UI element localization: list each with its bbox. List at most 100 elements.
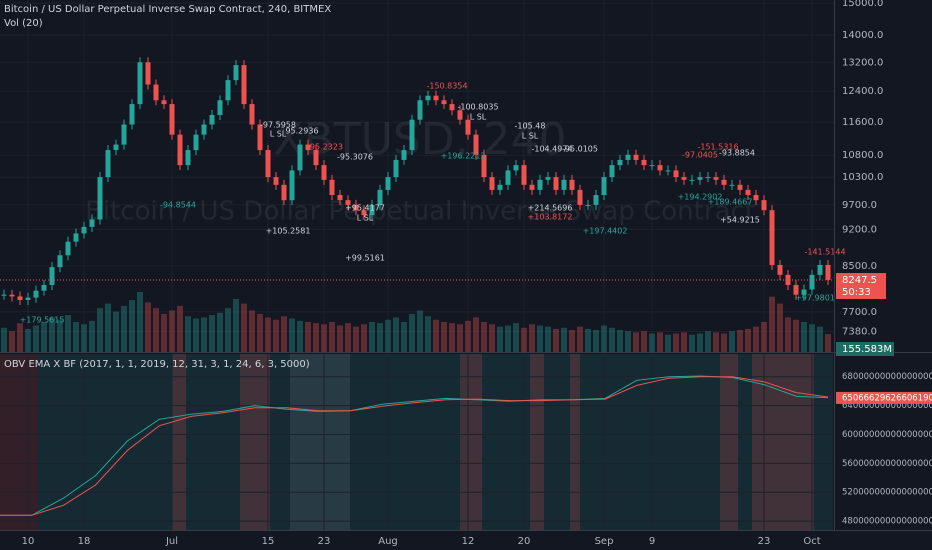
indicator-tick-label: 6400000000000000000.0 (842, 401, 932, 411)
candle-body (233, 65, 239, 81)
watermark-name: Bitcoin / US Dollar Perpetual Inverse Sw… (85, 197, 755, 227)
candle-body (793, 284, 799, 295)
volume-bar (257, 313, 263, 352)
volume-bar (745, 328, 751, 352)
candle-body (289, 170, 295, 201)
candle-body (369, 204, 375, 216)
volume-bar (665, 334, 671, 352)
volume-bar (601, 325, 607, 352)
candle-body (33, 290, 39, 298)
volume-bar (657, 332, 663, 352)
volume-bar (537, 325, 543, 352)
volume-bar (369, 322, 375, 352)
candle-body (753, 194, 759, 201)
volume-bar (825, 334, 831, 352)
trade-label: +189.4667 (708, 198, 753, 207)
volume-bar (33, 325, 39, 352)
candle-body (465, 119, 471, 135)
candle-body (705, 177, 711, 179)
volume-bar (321, 324, 327, 352)
volume-bar (721, 333, 727, 352)
volume-bar (681, 332, 687, 352)
short-band (240, 354, 270, 530)
last-price-label: 8247.5 (842, 275, 877, 286)
candle-body (345, 200, 351, 205)
indicator-title[interactable]: OBV EMA X BF (2017, 1, 1, 2019, 12, 31, … (4, 359, 310, 370)
candle-body (585, 204, 591, 206)
volume-bar (297, 320, 303, 352)
volume-bar (553, 328, 559, 352)
volume-bar (625, 331, 631, 352)
trade-label: -97.0405 (682, 151, 718, 160)
volume-bar (617, 330, 623, 352)
volume-bar (753, 326, 759, 352)
trade-label: L SL (470, 113, 487, 122)
volume-bar (9, 331, 15, 352)
candle-body (409, 119, 415, 151)
trade-label: L SL (522, 132, 539, 141)
candle-body (761, 200, 767, 211)
candle-body (305, 144, 311, 151)
indicator-value-label: 6506662962660619000.0 (842, 393, 932, 403)
candle-body (609, 165, 615, 178)
candle-body (689, 179, 695, 181)
candle-body (737, 184, 743, 190)
volume-bar (217, 312, 223, 352)
candle-body (633, 154, 639, 160)
x-tick-label: 9 (649, 536, 655, 547)
candle-body (137, 62, 143, 105)
volume-bar (497, 326, 503, 352)
volume-bar (433, 319, 439, 352)
candle-body (537, 179, 543, 190)
volume-bar (161, 313, 167, 352)
y-tick-label: 14000.0 (842, 30, 883, 41)
volume-bar (57, 319, 63, 352)
y-tick-label: 7700.0 (842, 307, 877, 318)
x-tick-label: Oct (803, 536, 820, 547)
candle-body (673, 170, 679, 178)
y-tick-label: 10800.0 (842, 150, 883, 161)
volume-bar (417, 310, 423, 352)
volume-bar (153, 308, 159, 352)
candle-body (545, 177, 551, 180)
candle-body (561, 179, 567, 190)
candle-body (593, 194, 599, 205)
volume-bar (465, 320, 471, 352)
volume-bar (113, 311, 119, 352)
candle-body (513, 165, 519, 171)
volume-bar (1, 327, 7, 352)
y-tick-label: 9700.0 (842, 200, 877, 211)
candle-body (177, 134, 183, 166)
trade-label: +197.4402 (583, 227, 628, 236)
volume-bar (241, 303, 247, 352)
candle-body (105, 150, 111, 178)
volume-bar (233, 298, 239, 352)
indicator-tick-label: 6000000000000000000.0 (842, 430, 932, 440)
volume-bar (641, 331, 647, 352)
trade-label: +99.5161 (345, 254, 385, 263)
volume-bar (449, 323, 455, 352)
symbol-title: Bitcoin / US Dollar Perpetual Inverse Sw… (4, 4, 331, 15)
candle-body (169, 104, 175, 135)
volume-bar (633, 332, 639, 352)
candle-body (97, 177, 103, 220)
candle-body (81, 226, 87, 234)
trade-label: +103.8172 (528, 213, 573, 222)
candle-body (241, 65, 247, 105)
candle-body (17, 296, 23, 300)
x-tick-label: Jul (165, 536, 178, 547)
volume-bar (441, 322, 447, 352)
volume-bar (353, 326, 359, 352)
trade-label: +105.2581 (266, 227, 311, 236)
candle-body (457, 110, 463, 120)
candle-body (681, 177, 687, 180)
volume-bar (193, 318, 199, 352)
y-tick-label: 8500.0 (842, 261, 877, 272)
trade-label: +54.9215 (720, 216, 760, 225)
candle-body (697, 177, 703, 180)
volume-bar (49, 317, 55, 352)
trade-label: +194.2902 (678, 193, 723, 202)
volume-bar (481, 322, 487, 352)
candle-body (25, 297, 31, 300)
